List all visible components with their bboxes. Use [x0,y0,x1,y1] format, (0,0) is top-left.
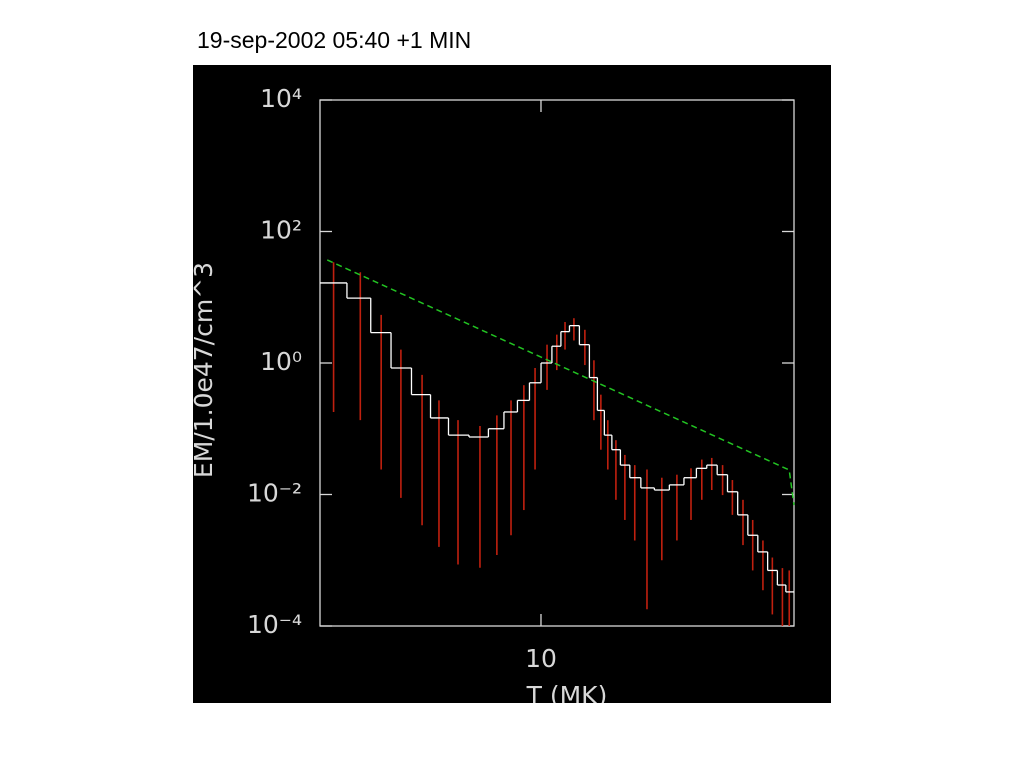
plot-panel [193,65,831,703]
x-tick-label: 10 [525,644,557,673]
y-tick-label: 10⁰ [260,347,302,376]
y-tick-label: 10⁻⁴ [247,610,302,639]
model-line [326,259,795,506]
chart-title: 19-sep-2002 05:40 +1 MIN [197,27,471,53]
x-axis-label: T (MK) [526,681,608,710]
y-tick-label: 10⁴ [260,84,302,113]
y-axis-label: EM/1.0e47/cm^3 [189,262,218,478]
y-tick-label: 10² [260,216,302,245]
plot-area: T (MK) EM/1.0e47/cm^3 10⁻⁴ 10⁻² 10⁰ 10² 10⁴ 1… [189,84,795,710]
y-tick-label: 10⁻² [247,479,302,508]
